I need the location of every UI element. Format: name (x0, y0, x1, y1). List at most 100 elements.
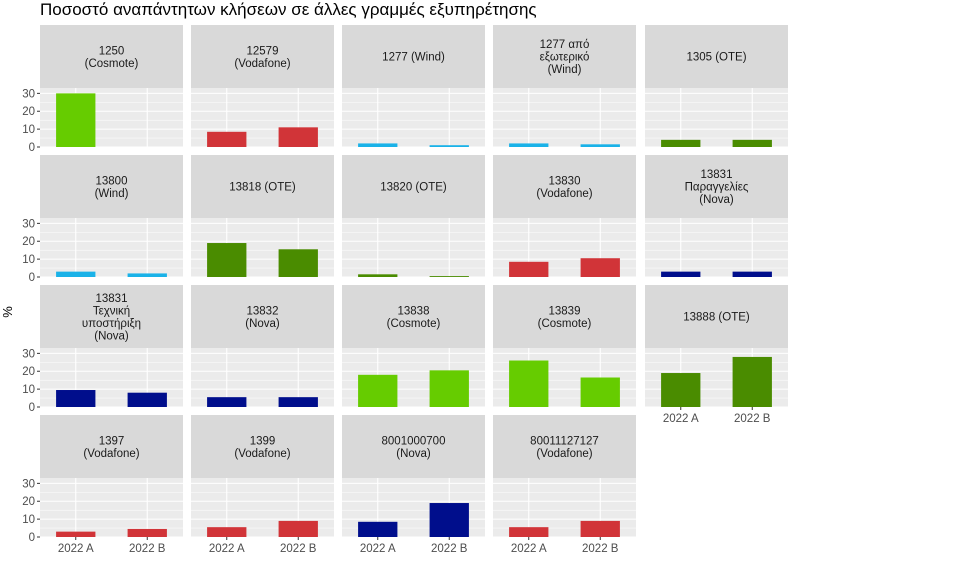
facet-label: 13832 (247, 305, 279, 317)
facet-label: 13800 (96, 175, 128, 187)
x-tick-label: 2022 B (734, 413, 771, 425)
y-tick-label: 0 (29, 272, 35, 284)
panel-background (645, 88, 788, 147)
facet-label: Τεχνική (93, 305, 130, 317)
facet-strip (191, 25, 334, 88)
facet-strip (493, 415, 636, 478)
y-tick-label: 20 (22, 496, 35, 508)
facet-label: 1277 (Wind) (382, 52, 445, 64)
bar-2022-a (509, 261, 549, 277)
chart-title: Ποσοστό αναπάντητων κλήσεων σε άλλες γρα… (40, 0, 537, 19)
bar-2022-b (732, 139, 772, 147)
facet-label: 13830 (549, 175, 581, 187)
x-tick-label: 2022 B (582, 543, 619, 555)
facet-strip (645, 155, 788, 218)
facet-label: 1305 (OTE) (686, 52, 746, 64)
y-tick-label: 30 (22, 478, 35, 490)
y-tick-label: 20 (22, 366, 35, 378)
bar-2022-b (580, 258, 620, 277)
facet-label: 1277 από (540, 39, 590, 51)
bar-2022-a (56, 390, 96, 407)
facet-label: (Cosmote) (538, 318, 592, 330)
facet-label: (Nova) (699, 194, 734, 206)
y-tick-label: 0 (29, 402, 35, 414)
x-tick-label: 2022 A (209, 543, 245, 555)
facet-strip (40, 285, 183, 348)
facet-label: 1250 (99, 45, 125, 57)
bar-2022-b (127, 528, 167, 537)
facet-strip (493, 285, 636, 348)
x-tick-label: 2022 A (663, 413, 699, 425)
facet-label: 13831 (701, 169, 733, 181)
facet-label: 13839 (549, 305, 581, 317)
bar-2022-b (278, 397, 318, 407)
bar-2022-b (732, 271, 772, 277)
facet-strip (191, 155, 334, 218)
y-tick-label: 30 (22, 218, 35, 230)
facet-label: (Vodafone) (536, 188, 592, 200)
x-tick-label: 2022 B (280, 543, 317, 555)
facet-label: εξωτερικό (540, 52, 590, 64)
y-axis-label: % (0, 306, 15, 318)
facet-label: (Vodafone) (83, 448, 139, 460)
y-tick-label: 10 (22, 124, 35, 136)
y-tick-label: 20 (22, 236, 35, 248)
bar-2022-b (580, 377, 620, 407)
bar-2022-a (207, 527, 247, 537)
facet-label: (Cosmote) (85, 58, 139, 70)
bar-2022-a (358, 274, 398, 277)
bar-2022-a (358, 374, 398, 407)
facet-label: (Wind) (548, 64, 582, 76)
panel-background (40, 478, 183, 537)
facet-strip (342, 415, 485, 478)
facet-strip (191, 415, 334, 478)
facet-strip (342, 25, 485, 88)
bar-2022-a (207, 243, 247, 277)
panel-background (40, 218, 183, 277)
facet-label: (Nova) (94, 330, 129, 342)
facet-label: (Vodafone) (234, 448, 290, 460)
bar-2022-a (509, 360, 549, 407)
bar-2022-b (429, 503, 469, 537)
facet-strip (645, 25, 788, 88)
facet-strip (40, 155, 183, 218)
facet-label: 13818 (OTE) (229, 182, 296, 194)
bar-2022-b (429, 276, 469, 277)
facet-label: 13888 (OTE) (683, 312, 750, 324)
facet-strip (191, 285, 334, 348)
bar-2022-b (732, 356, 772, 407)
facet-label: υποστήριξη (82, 318, 141, 330)
bar-2022-a (509, 527, 549, 537)
x-tick-label: 2022 A (360, 543, 396, 555)
facet-label: 13838 (398, 305, 430, 317)
facet-strip (40, 415, 183, 478)
bar-2022-b (127, 392, 167, 407)
facet-strip (40, 25, 183, 88)
y-tick-label: 20 (22, 106, 35, 118)
bar-2022-b (429, 370, 469, 407)
bar-2022-a (661, 271, 701, 277)
y-tick-label: 10 (22, 384, 35, 396)
y-tick-label: 10 (22, 254, 35, 266)
facet-label: (Vodafone) (234, 58, 290, 70)
bar-2022-a (56, 93, 96, 147)
bar-2022-a (661, 139, 701, 147)
bar-2022-b (278, 520, 318, 537)
facet-label: 13820 (OTE) (380, 182, 447, 194)
x-tick-label: 2022 B (129, 543, 166, 555)
facet-label: (Nova) (396, 448, 431, 460)
facet-strip (342, 155, 485, 218)
bar-2022-a (509, 143, 549, 147)
bar-2022-b (278, 249, 318, 277)
facet-label: (Vodafone) (536, 448, 592, 460)
panel-background (645, 218, 788, 277)
panel-background (342, 218, 485, 277)
x-tick-label: 2022 B (431, 543, 468, 555)
bar-2022-b (580, 144, 620, 147)
bar-2022-b (127, 273, 167, 277)
bar-2022-a (56, 531, 96, 537)
y-tick-label: 0 (29, 142, 35, 154)
facet-strip (342, 285, 485, 348)
bar-2022-a (207, 131, 247, 147)
